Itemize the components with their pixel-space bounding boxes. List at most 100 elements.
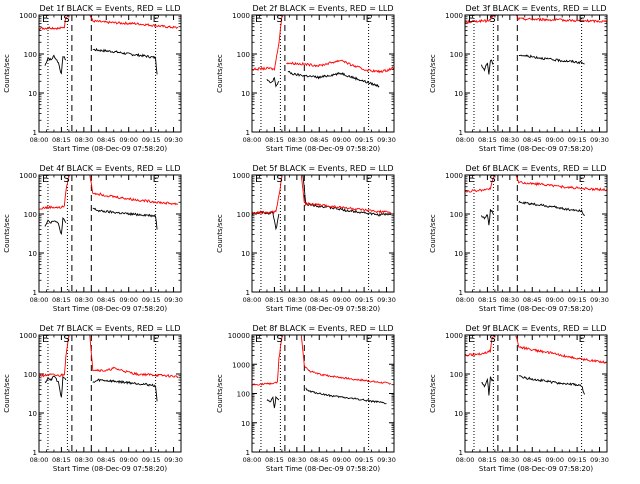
x-tick-label: 08:30 [74,136,93,144]
y-axis-label: Counts/sec [216,374,224,413]
events-series-line [92,207,158,230]
x-axis-label: Start Time (08-Dec-09 07:58:20) [266,145,380,153]
x-axis-label: Start Time (08-Dec-09 07:58:20) [479,465,593,473]
marker-label-e-end: E [579,174,585,185]
y-tick-label: 1 [33,289,37,297]
lld-series-line [251,174,284,215]
x-tick-label: 09:15 [355,296,374,304]
x-tick-label: 08:30 [500,136,519,144]
x-tick-label: 09:00 [332,136,351,144]
panel-5: Det 5f BLACK = Events, RED = LLD Counts/s… [216,164,396,313]
x-tick-label: 08:30 [287,296,306,304]
x-tick-label: 08:30 [74,296,93,304]
x-tick-label: 09:00 [119,296,138,304]
lld-series-line [38,14,71,31]
x-tick-label: 08:00 [30,296,49,304]
y-tick-label: 10 [241,420,250,428]
marker-label-s: S [489,174,495,185]
y-tick-label: 10 [241,250,250,258]
events-series-line [480,59,494,75]
panel-2: Det 2f BLACK = Events, RED = LLD Counts/s… [216,4,396,153]
y-axis-label: Counts/sec [216,54,224,93]
plot-frame [38,334,182,453]
events-series-line [92,378,158,402]
y-tick-label: 10 [454,410,463,418]
panel-4: Det 4f BLACK = Events, RED = LLD Counts/s… [3,164,183,313]
x-tick-label: 09:30 [377,456,396,464]
y-tick-label: 100 [24,51,37,59]
panel-title: Det 5f BLACK = Events, RED = LLD [252,164,393,173]
panel-title: Det 7f BLACK = Events, RED = LLD [39,324,180,333]
marker-label-s: S [489,334,495,345]
marker-label-e-start: E [42,174,48,185]
x-tick-label: 09:00 [332,456,351,464]
x-tick-label: 09:30 [377,296,396,304]
x-tick-label: 09:15 [568,136,587,144]
x-axis-label: Start Time (08-Dec-09 07:58:20) [53,465,167,473]
x-axis-label: Start Time (08-Dec-09 07:58:20) [266,465,380,473]
events-series-line [518,200,585,217]
events-series-line [251,210,280,231]
marker-label-s: S [63,14,69,25]
marker-label-e-end: E [579,14,585,25]
y-tick-label: 1 [246,289,250,297]
y-tick-label: 10 [28,410,37,418]
plot-frame [38,14,182,133]
x-tick-label: 08:15 [52,296,71,304]
marker-label-e-end: E [366,14,372,25]
marker-label-e-start: E [468,174,474,185]
plot-frame [251,334,395,453]
y-tick-label: 100 [237,211,250,219]
y-tick-label: 1000 [445,172,463,180]
x-tick-label: 08:00 [243,296,262,304]
marker-label-e-start: E [255,14,261,25]
y-tick-label: 1000 [232,172,250,180]
panel-title: Det 1f BLACK = Events, RED = LLD [39,4,180,13]
y-tick-label: 100 [450,211,463,219]
lld-series-line [89,334,179,379]
x-tick-label: 09:30 [164,136,183,144]
x-tick-label: 08:00 [30,136,49,144]
y-tick-label: 100 [450,371,463,379]
x-tick-label: 08:45 [523,136,542,144]
events-series-line [44,375,67,398]
x-tick-label: 08:15 [478,456,497,464]
x-tick-label: 08:15 [265,136,284,144]
x-tick-label: 08:45 [310,136,329,144]
marker-label-s: S [276,334,282,345]
x-tick-label: 09:30 [164,456,183,464]
plot-frame [464,334,608,453]
plot-frame [464,14,608,133]
y-tick-label: 10 [28,90,37,98]
x-tick-label: 08:15 [52,136,71,144]
y-tick-label: 10 [241,90,250,98]
y-tick-label: 1000 [232,361,250,369]
panel-1: Det 1f BLACK = Events, RED = LLD Counts/s… [3,4,183,153]
x-tick-label: 08:30 [287,136,306,144]
lld-series-line [251,334,284,386]
lld-series-line [464,14,497,24]
y-tick-label: 1 [246,129,250,137]
events-series-line [44,217,67,235]
y-tick-label: 1000 [19,12,37,20]
events-series-line [518,375,586,395]
plot-frame [251,14,395,133]
events-series-line [305,387,387,405]
lld-series-line [38,334,71,378]
x-tick-label: 09:15 [355,136,374,144]
y-tick-label: 10 [28,250,37,258]
marker-label-s: S [489,14,495,25]
x-tick-label: 09:15 [142,296,161,304]
events-series-line [302,174,392,217]
lld-series-line [251,14,284,71]
x-tick-label: 09:00 [332,296,351,304]
x-tick-label: 08:15 [265,456,284,464]
x-tick-label: 09:15 [568,296,587,304]
events-series-line [266,76,280,88]
panel-title: Det 6f BLACK = Events, RED = LLD [465,164,606,173]
x-tick-label: 08:15 [265,296,284,304]
x-tick-label: 08:45 [97,136,116,144]
panel-7: Det 7f BLACK = Events, RED = LLD Counts/s… [3,324,183,473]
marker-label-e-end: E [366,334,372,345]
